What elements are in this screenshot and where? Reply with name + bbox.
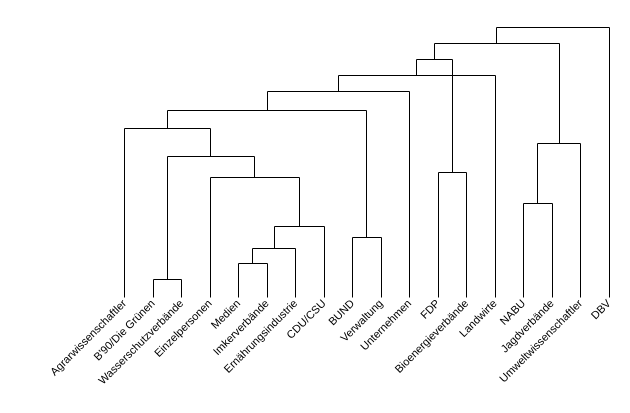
leaf-label: FDP — [419, 298, 443, 322]
leaf-label: Unternehmen — [359, 298, 415, 354]
dendrogram-branches — [124, 27, 610, 298]
leaf-label: DBV — [589, 297, 614, 322]
